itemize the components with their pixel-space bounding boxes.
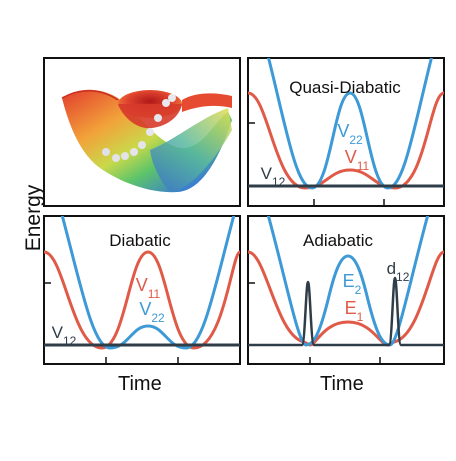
v22-curve xyxy=(60,216,236,350)
e2-curve xyxy=(266,216,430,347)
e1-curve xyxy=(248,250,444,347)
x-axis-title-right: Time xyxy=(320,373,364,395)
adiabatic-frame xyxy=(247,215,445,365)
v11-curve xyxy=(248,91,444,190)
quasi-diabatic-title: Quasi-Diabatic xyxy=(289,78,401,97)
v22-curve xyxy=(267,58,433,190)
potential-surface-illustration xyxy=(61,89,232,193)
x-axis-title-left: Time xyxy=(118,373,162,395)
v11-curve xyxy=(44,250,240,350)
quasi-diabatic-panel: Quasi-Diabatic V22 V11 V12 xyxy=(247,57,445,207)
d12-coupling-line xyxy=(248,276,444,347)
diabatic-panel: Diabatic V11 V22 V12 xyxy=(43,215,241,365)
y-axis-title: Energy xyxy=(22,184,45,252)
adiabatic-title: Adiabatic xyxy=(303,231,373,250)
adiabatic-panel: Adiabatic E2 E1 d12 xyxy=(247,215,445,365)
diabatic-title: Diabatic xyxy=(109,231,171,250)
surface-panel xyxy=(43,57,241,207)
quasi-diabatic-frame xyxy=(247,57,445,207)
